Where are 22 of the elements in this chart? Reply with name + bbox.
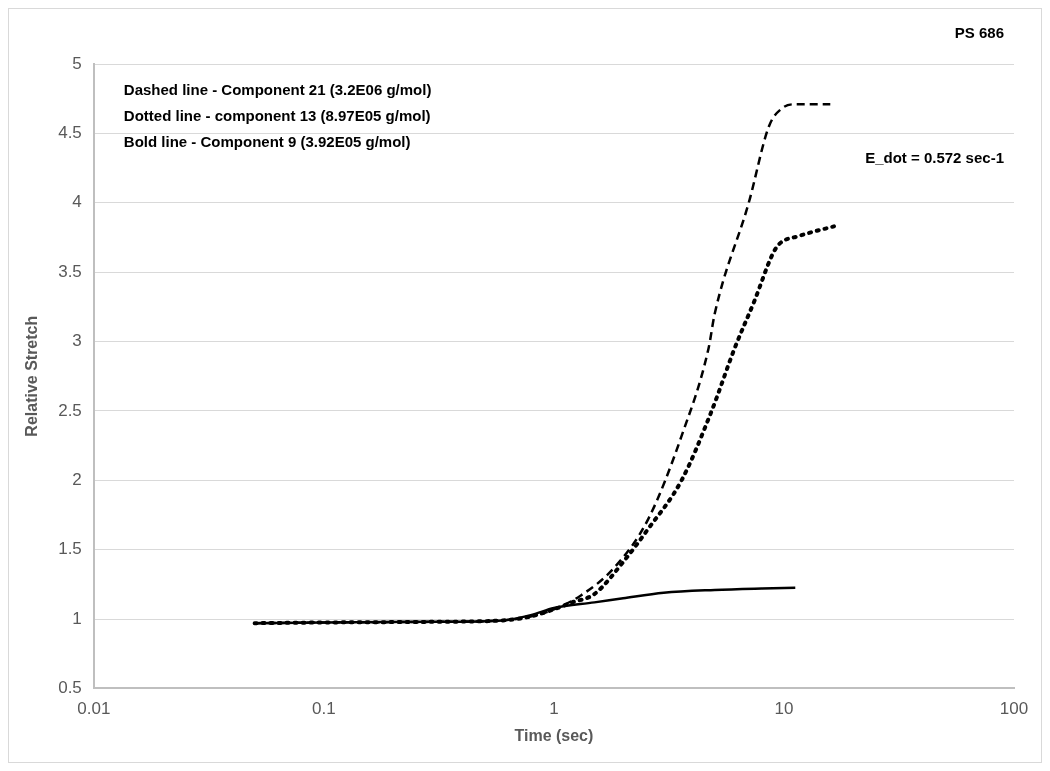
x-tick-label: 1 [549,699,559,719]
x-axis-title: Time (sec) [514,726,594,744]
x-tick-label: 0.1 [312,699,336,719]
annotation: E_dot = 0.572 sec-1 [865,149,1004,167]
y-tick-label: 4.5 [58,123,82,143]
y-tick-label: 1 [72,608,82,628]
annotation: Dashed line - Component 21 (3.2E06 g/mol) [123,81,432,99]
y-tick-label: 3.5 [58,261,82,281]
y-tick-label: 5 [72,53,82,73]
annotation: Bold line - Component 9 (3.92E05 g/mol) [123,133,411,151]
x-tick-label: 10 [774,699,794,719]
y-tick-label: 2.5 [58,400,82,420]
annotation: Dotted line - component 13 (8.97E05 g/mol) [123,107,431,125]
y-tick-label: 3 [72,331,82,351]
y-axis-title: Relative Stretch [23,315,41,437]
y-tick-label: 4 [72,192,82,212]
x-tick-label: 100 [999,699,1029,719]
y-tick-label: 0.5 [58,678,82,698]
x-tick-label: 0.01 [77,699,111,719]
y-tick-label: 2 [72,469,82,489]
y-tick-label: 1.5 [58,539,82,559]
text: PS 686 [954,24,1004,42]
